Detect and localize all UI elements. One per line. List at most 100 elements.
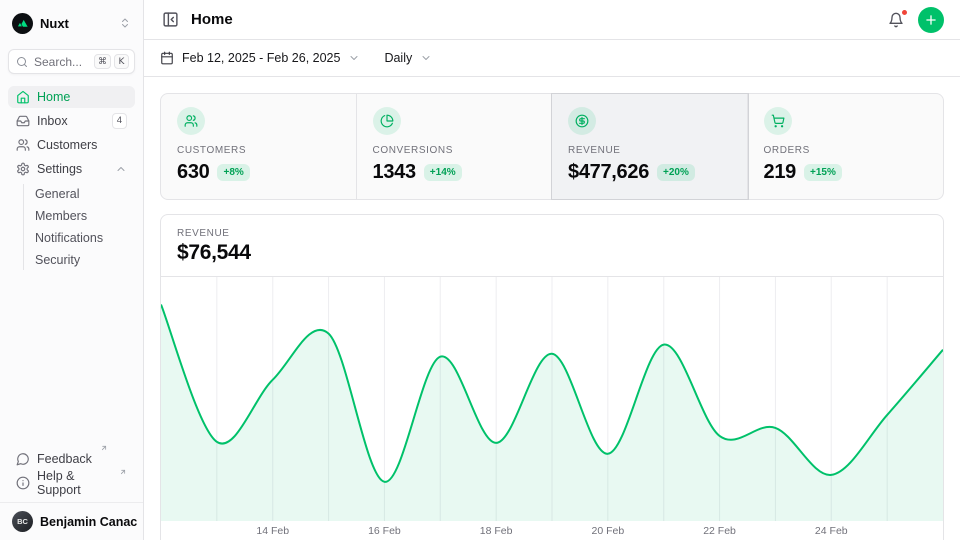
chart-area-fill [161,304,943,521]
sidebar-item-home[interactable]: Home [8,86,135,108]
user-name: Benjamin Canac [40,514,138,529]
x-tick-label: 18 Feb [479,525,513,537]
inbox-count-badge: 4 [111,113,127,129]
sidebar-nav: Home Inbox 4 Customers Settings [8,86,135,270]
message-circle-icon [16,452,30,466]
settings-submenu: General Members Notifications Security [23,184,135,270]
x-tick-label: 14 Feb [256,525,290,537]
x-tick-label: 24 Feb [814,525,848,537]
sidebar-divider [0,502,143,503]
notification-dot [901,8,908,16]
stat-value: 1343 [372,161,417,183]
chevrons-up-down-icon [119,17,131,29]
x-tick-label: 20 Feb [591,525,625,537]
date-range-value: Feb 12, 2025 - Feb 26, 2025 [182,51,341,65]
revenue-chart-svg [161,277,943,521]
stats-row: CUSTOMERS 630 +8% CONVERSIONS 1343 +14% [160,93,944,200]
sidebar-item-members[interactable]: Members [35,209,88,223]
avatar: BC [12,511,33,532]
stat-label: CONVERSIONS [372,145,454,156]
info-circle-icon [16,476,30,490]
stat-change-badge: +15% [803,164,842,181]
search-icon [16,56,28,68]
date-range-picker[interactable]: Feb 12, 2025 - Feb 26, 2025 [160,51,360,65]
sidebar-item-feedback[interactable]: Feedback [8,445,135,470]
chevron-down-icon [420,52,432,64]
sidebar-item-label: Inbox [37,114,68,128]
plus-icon [926,14,936,25]
sidebar-item-label: Settings [37,162,83,176]
period-select[interactable]: Daily [384,51,432,65]
nuxt-logo-icon [12,12,33,34]
stat-change-badge: +20% [657,164,695,181]
pie-chart-icon [372,107,401,135]
sidebar-item-label: Help & Support [37,469,81,497]
revenue-chart-card: REVENUE $76,544 14 Feb 16 Feb 18 Feb 20 Feb… [160,214,944,540]
kbd-k: K [114,54,129,69]
period-value: Daily [384,51,413,65]
bell-icon [889,12,903,27]
stat-change-badge: +8% [217,164,250,181]
collapse-sidebar-button[interactable] [160,9,181,30]
sidebar-item-label: Feedback [37,452,92,466]
sidebar-item-notifications[interactable]: Notifications [35,231,104,245]
sidebar-item-inbox[interactable]: Inbox 4 [8,110,135,132]
topbar: Home [144,0,960,40]
sidebar-item-settings[interactable]: Settings [8,158,135,180]
sidebar-footer: Feedback Help & Support [8,445,135,502]
users-icon [177,107,205,135]
shopping-cart-icon [763,107,792,135]
chevron-down-icon [348,52,360,64]
team-name: Nuxt [40,15,69,31]
sidebar-item-label: Customers [37,138,98,152]
notifications-button[interactable] [886,8,908,30]
x-tick-label: 16 Feb [368,525,401,537]
chart-gridlines [216,277,888,521]
stat-label: ORDERS [763,145,810,156]
stat-card[interactable]: REVENUE $477,626 +20% [552,94,748,199]
user-menu[interactable]: BC Benjamin Canac [8,503,153,540]
sidebar: Nuxt Search... ⌘ K Home [0,0,153,540]
search-shortcut: ⌘ K [94,54,129,69]
team-switcher[interactable]: Nuxt [8,10,135,36]
chart-metric-label: REVENUE [177,228,230,239]
page-title: Home [191,11,233,28]
sidebar-item-label: Home [37,90,71,104]
sidebar-item-general[interactable]: General [35,187,80,201]
content: CUSTOMERS 630 +8% CONVERSIONS 1343 +14% [144,77,960,540]
kbd-meta: ⌘ [94,54,111,69]
external-link-icon [119,468,127,476]
chart-metric-value: $76,544 [177,241,251,264]
sidebar-item-customers[interactable]: Customers [8,134,135,156]
calendar-icon [160,51,174,65]
chart-line [161,304,943,483]
main-area: Home Feb 12, 2025 - Feb 26, 2025 [144,0,960,540]
stat-value: 219 [763,161,797,183]
chart-plot-area[interactable] [161,277,943,521]
search-placeholder: Search... [34,54,83,69]
circle-dollar-icon [568,107,596,135]
stat-card[interactable]: ORDERS 219 +15% [748,94,944,199]
sidebar-item-security[interactable]: Security [35,253,81,267]
topbar-actions [886,6,944,33]
inbox-icon [16,114,30,128]
chart-header: REVENUE $76,544 [161,215,943,277]
sidebar-spacer [8,270,135,448]
stat-label: REVENUE [568,145,621,156]
stat-card[interactable]: CUSTOMERS 630 +8% [161,94,357,199]
gear-icon [16,162,30,176]
sidebar-item-help-support[interactable]: Help & Support [8,469,135,497]
external-link-icon [100,444,108,452]
chart-x-axis: 14 Feb 16 Feb 18 Feb 20 Feb 22 Feb 24 Feb [161,521,943,540]
stat-card[interactable]: CONVERSIONS 1343 +14% [357,94,552,199]
add-button[interactable] [918,6,944,33]
chevron-up-icon [115,163,127,175]
home-icon [16,90,30,104]
stat-value: 630 [177,161,210,183]
search-input[interactable]: Search... ⌘ K [8,49,135,74]
stat-label: CUSTOMERS [177,145,247,156]
stat-change-badge: +14% [423,164,462,181]
stat-value: $477,626 [568,161,650,183]
users-icon [16,138,30,152]
